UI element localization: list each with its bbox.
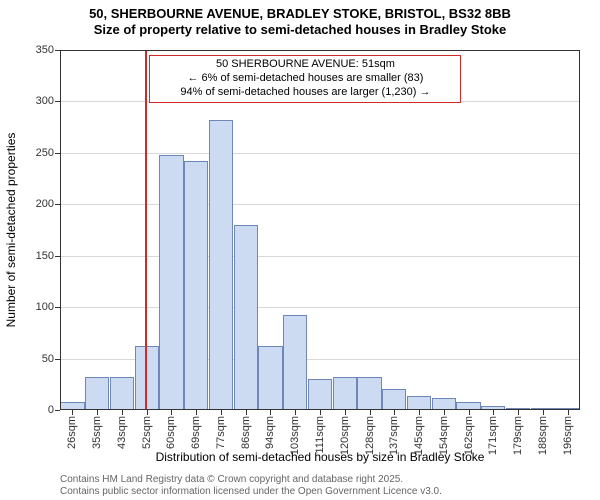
histogram-bar (184, 161, 208, 410)
histogram-bar (382, 389, 406, 410)
histogram-bar (60, 402, 84, 410)
x-tick-mark (270, 410, 271, 415)
x-tick-mark (72, 410, 73, 415)
x-tick-label: 94sqm (264, 416, 276, 449)
x-tick-mark (122, 410, 123, 415)
footer: Contains HM Land Registry data © Crown c… (60, 474, 442, 498)
title-line-2: Size of property relative to semi-detach… (0, 22, 600, 38)
annotation-line: 94% of semi-detached houses are larger (… (154, 86, 456, 100)
histogram-bar (308, 379, 332, 410)
y-axis-label: Number of semi-detached properties (4, 50, 18, 410)
x-tick-mark (147, 410, 148, 415)
x-tick-mark (568, 410, 569, 415)
title-line-1: 50, SHERBOURNE AVENUE, BRADLEY STOKE, BR… (0, 6, 600, 22)
x-tick-mark (97, 410, 98, 415)
histogram-bar (432, 398, 456, 410)
histogram-plot: 50 SHERBOURNE AVENUE: 51sqm← 6% of semi-… (60, 50, 580, 410)
y-tick-label: 150 (36, 250, 60, 262)
x-tick-label: 86sqm (240, 416, 252, 449)
x-tick-mark (419, 410, 420, 415)
x-tick-label: 77sqm (215, 416, 227, 449)
histogram-bar (159, 155, 183, 410)
x-tick-mark (196, 410, 197, 415)
x-tick-mark (394, 410, 395, 415)
x-tick-mark (221, 410, 222, 415)
y-tick-label: 100 (36, 301, 60, 313)
marker-line (145, 50, 147, 410)
histogram-bar (258, 346, 282, 410)
grid-line (60, 307, 580, 308)
x-tick-mark (543, 410, 544, 415)
x-tick-mark (444, 410, 445, 415)
x-tick-mark (320, 410, 321, 415)
annotation-line: 50 SHERBOURNE AVENUE: 51sqm (154, 58, 456, 72)
x-tick-label: 35sqm (91, 416, 103, 449)
y-tick-label: 300 (36, 95, 60, 107)
histogram-bar (209, 120, 233, 410)
x-tick-mark (295, 410, 296, 415)
x-tick-mark (469, 410, 470, 415)
histogram-bar (283, 315, 307, 410)
annotation-line: ← 6% of semi-detached houses are smaller… (154, 72, 456, 86)
histogram-bar (85, 377, 109, 410)
chart-titles: 50, SHERBOURNE AVENUE, BRADLEY STOKE, BR… (0, 0, 600, 39)
grid-line (60, 153, 580, 154)
x-tick-mark (518, 410, 519, 415)
x-tick-label: 111sqm (314, 416, 326, 454)
x-tick-mark (246, 410, 247, 415)
grid-line (60, 204, 580, 205)
x-tick-label: 43sqm (116, 416, 128, 449)
footer-line-1: Contains HM Land Registry data © Crown c… (60, 474, 442, 486)
y-tick-label: 50 (42, 353, 60, 365)
x-tick-mark (171, 410, 172, 415)
histogram-bar (234, 225, 258, 410)
y-tick-label: 0 (48, 404, 60, 416)
footer-line-2: Contains public sector information licen… (60, 486, 442, 498)
histogram-bar (407, 396, 431, 410)
histogram-bar (456, 402, 480, 410)
x-tick-mark (493, 410, 494, 415)
annotation-box: 50 SHERBOURNE AVENUE: 51sqm← 6% of semi-… (149, 55, 461, 102)
x-axis-label: Distribution of semi-detached houses by … (60, 450, 580, 464)
y-tick-label: 200 (36, 198, 60, 210)
histogram-bar (357, 377, 381, 410)
x-tick-label: 69sqm (190, 416, 202, 449)
x-tick-mark (345, 410, 346, 415)
x-tick-mark (370, 410, 371, 415)
grid-line (60, 256, 580, 257)
x-tick-label: 26sqm (66, 416, 78, 449)
x-tick-label: 60sqm (165, 416, 177, 449)
histogram-bar (110, 377, 134, 410)
histogram-bar (333, 377, 357, 410)
x-tick-label: 52sqm (141, 416, 153, 449)
y-tick-label: 250 (36, 147, 60, 159)
y-tick-label: 350 (36, 44, 60, 56)
